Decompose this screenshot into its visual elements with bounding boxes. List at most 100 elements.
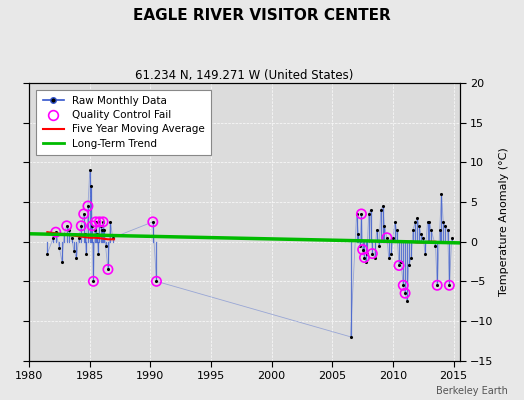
Point <box>99 219 107 225</box>
Point <box>395 262 403 269</box>
Point <box>365 211 373 217</box>
Point <box>413 215 421 221</box>
Point <box>441 223 449 229</box>
Point <box>395 262 403 269</box>
Point <box>96 223 105 229</box>
Point <box>399 282 408 288</box>
Point <box>49 234 58 241</box>
Point <box>401 290 409 296</box>
Point <box>60 230 69 237</box>
Point <box>389 234 397 241</box>
Point <box>378 203 387 209</box>
Point <box>100 227 108 233</box>
Point <box>425 219 433 225</box>
Text: EAGLE RIVER VISITOR CENTER: EAGLE RIVER VISITOR CENTER <box>133 8 391 23</box>
Point <box>361 254 369 261</box>
Point <box>397 258 405 265</box>
Point <box>417 230 425 237</box>
Point <box>74 234 83 241</box>
Point <box>77 223 85 229</box>
Point <box>104 266 112 273</box>
Point <box>97 227 106 233</box>
Point <box>92 219 100 225</box>
Point <box>152 278 161 284</box>
Point <box>95 219 104 225</box>
Point <box>357 211 366 217</box>
Point <box>358 246 367 253</box>
Point <box>89 278 97 284</box>
Point <box>399 282 408 288</box>
Point <box>383 234 391 241</box>
Point <box>387 250 395 257</box>
Point <box>346 334 355 340</box>
Point <box>427 227 435 233</box>
Point <box>55 245 63 251</box>
Point <box>65 227 73 233</box>
Point <box>82 250 90 257</box>
Point <box>421 250 429 257</box>
Point <box>58 258 66 265</box>
Point <box>358 246 367 253</box>
Point <box>433 282 441 288</box>
Point <box>87 183 95 190</box>
Point <box>362 258 370 265</box>
Point <box>431 242 440 249</box>
Point <box>80 211 88 217</box>
Point <box>447 234 456 241</box>
Point <box>357 211 366 217</box>
Point <box>62 223 71 229</box>
Point <box>401 290 409 296</box>
Point <box>152 278 161 284</box>
Point <box>377 207 385 213</box>
Point <box>149 219 157 225</box>
Point <box>51 229 60 235</box>
Point <box>443 227 452 233</box>
Point <box>435 227 444 233</box>
Point <box>439 219 447 225</box>
Point <box>392 227 401 233</box>
Point <box>104 266 112 273</box>
Point <box>407 254 416 261</box>
Title: 61.234 N, 149.271 W (United States): 61.234 N, 149.271 W (United States) <box>135 69 354 82</box>
Point <box>380 223 389 229</box>
Point <box>403 298 411 304</box>
Point <box>423 219 432 225</box>
Point <box>88 223 96 229</box>
Point <box>77 223 85 229</box>
Point <box>51 229 60 235</box>
Point <box>85 167 94 174</box>
Point <box>368 250 377 257</box>
Point <box>375 242 383 249</box>
Text: Berkeley Earth: Berkeley Earth <box>436 386 508 396</box>
Point <box>361 254 369 261</box>
Point <box>370 254 379 261</box>
Point <box>94 250 103 257</box>
Point <box>92 219 100 225</box>
Point <box>352 211 361 217</box>
Point <box>445 282 454 288</box>
Point <box>385 254 393 261</box>
Y-axis label: Temperature Anomaly (°C): Temperature Anomaly (°C) <box>499 148 509 296</box>
Point <box>354 230 363 237</box>
Point <box>373 227 381 233</box>
Point <box>43 250 51 257</box>
Legend: Raw Monthly Data, Quality Control Fail, Five Year Moving Average, Long-Term Tren: Raw Monthly Data, Quality Control Fail, … <box>37 90 211 155</box>
Point <box>80 211 88 217</box>
Point <box>84 203 92 209</box>
Point <box>415 223 423 229</box>
Point <box>101 242 110 249</box>
Point <box>88 223 96 229</box>
Point <box>84 203 92 209</box>
Point <box>366 207 375 213</box>
Point <box>72 254 81 261</box>
Point <box>68 234 76 241</box>
Point <box>411 219 420 225</box>
Point <box>405 262 413 269</box>
Point <box>437 191 445 197</box>
Point <box>419 234 428 241</box>
Point <box>383 234 391 241</box>
Point <box>81 230 89 237</box>
Point <box>95 219 104 225</box>
Point <box>99 219 107 225</box>
Point <box>363 250 371 257</box>
